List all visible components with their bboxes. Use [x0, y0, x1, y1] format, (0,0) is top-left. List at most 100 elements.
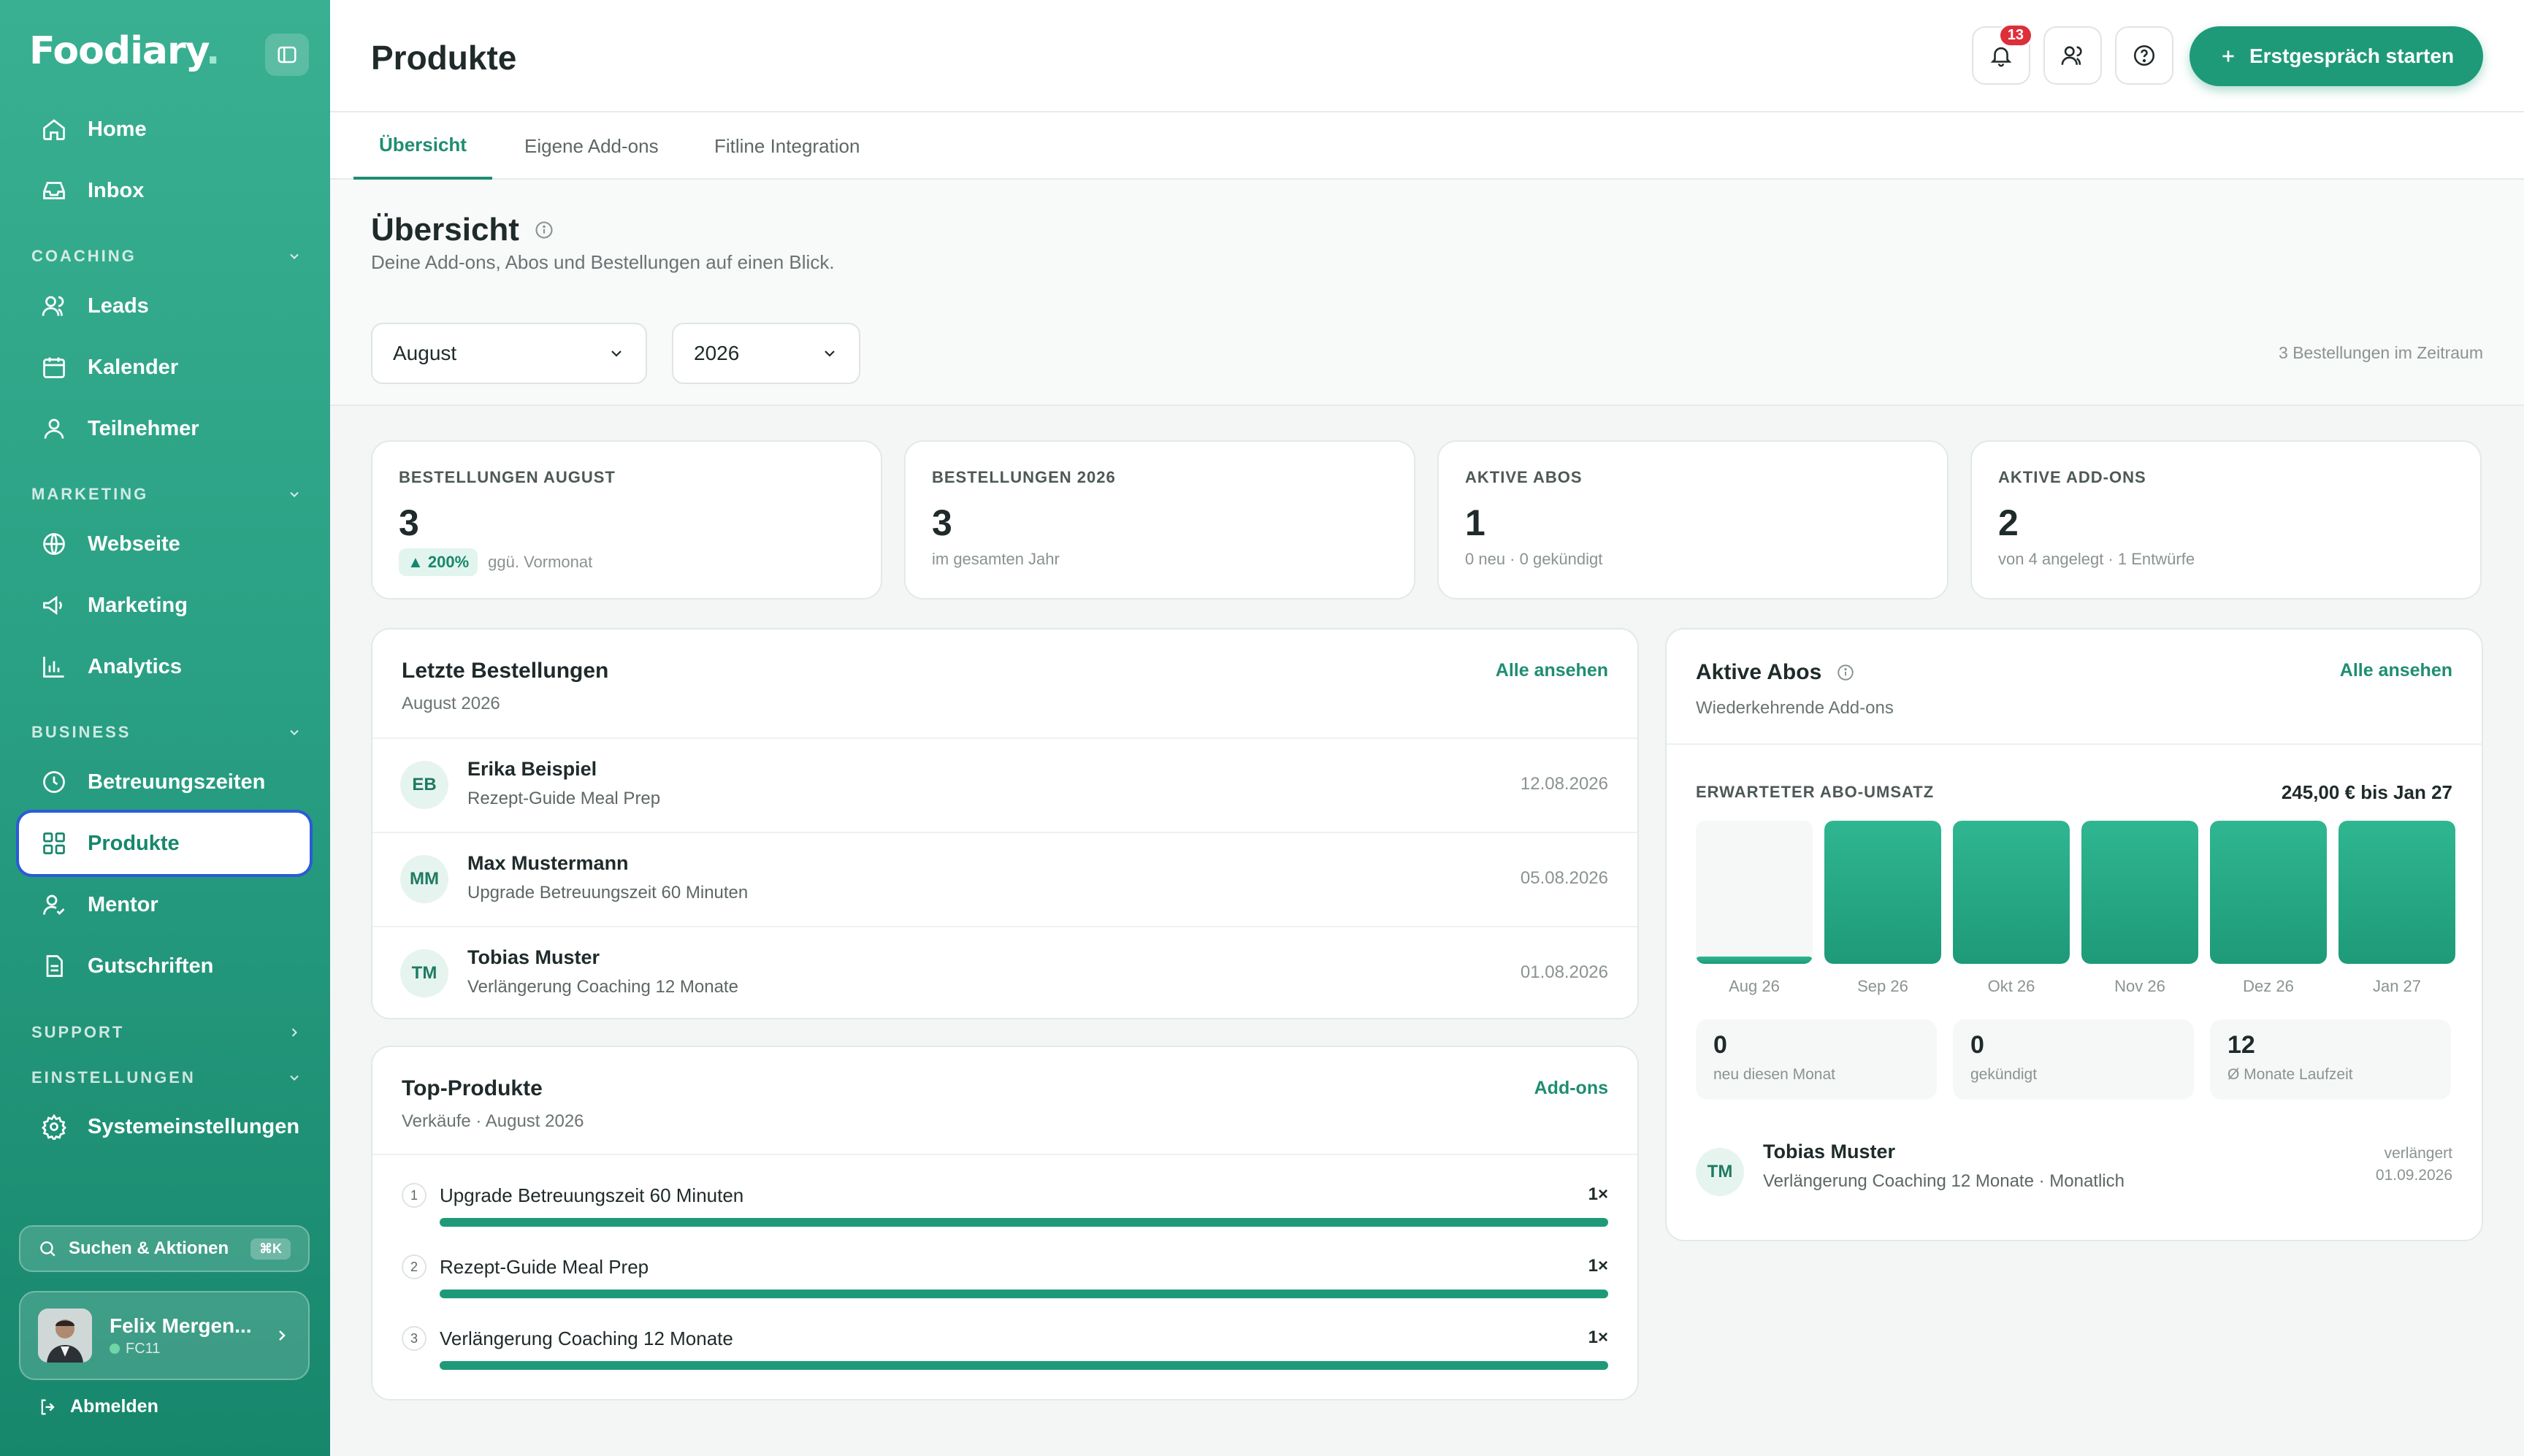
notification-badge: 13 [1997, 23, 2033, 47]
section-coaching[interactable]: COACHING [31, 245, 302, 267]
order-product: Rezept-Guide Meal Prep [467, 789, 661, 808]
month-select[interactable]: August [371, 323, 647, 384]
sidebar-item-label: Webseite [88, 532, 180, 556]
section-einstellungen[interactable]: EINSTELLUNGEN [31, 1067, 302, 1089]
sidebar-item-label: Betreuungszeiten [88, 770, 266, 794]
kpi-sub: ▲ 200% ggü. Vormonat [399, 548, 592, 576]
section-support[interactable]: SUPPORT [31, 1022, 302, 1043]
tab-eigene-add-ons[interactable]: Eigene Add-ons [524, 112, 659, 180]
section-business[interactable]: BUSINESS [31, 721, 302, 743]
logout-button[interactable]: Abmelden [38, 1396, 158, 1417]
list-item[interactable]: 3 Verlängerung Coaching 12 Monate 1× [402, 1326, 1608, 1392]
card-subtitle: Verkäufe · August 2026 [402, 1111, 584, 1131]
section-marketing[interactable]: MARKETING [31, 483, 302, 505]
order-product: Verlängerung Coaching 12 Monate [467, 977, 738, 997]
list-item[interactable]: 1 Upgrade Betreuungszeit 60 Minuten 1× [402, 1183, 1608, 1249]
sales-bar [440, 1361, 1608, 1370]
view-all-orders-link[interactable]: Alle ansehen [1495, 660, 1608, 681]
sales-bar-track [440, 1361, 1608, 1370]
notifications-button[interactable]: 13 [1972, 23, 2033, 85]
sidebar-item-kalender[interactable]: Kalender [19, 337, 310, 398]
kpi-sub-text: von 4 angelegt · 1 Entwürfe [1998, 550, 2195, 568]
sidebar-item-systemeinstellungen[interactable]: Systemeinstellungen [19, 1096, 310, 1157]
table-row[interactable]: MM Max Mustermann Upgrade Betreuungszeit… [372, 832, 1637, 925]
chevron-down-icon [611, 350, 622, 357]
orders-in-period-note: 3 Bestellungen im Zeitraum [2279, 343, 2483, 362]
sidebar-item-leads[interactable]: Leads [19, 275, 310, 337]
bar-track [1953, 821, 2070, 964]
section-label: BUSINESS [31, 723, 131, 741]
sidebar-toggle-icon [278, 46, 297, 64]
chevron-down-icon [290, 253, 299, 259]
app-logo[interactable]: Foodiary. [29, 29, 221, 73]
sidebar-item-mentor[interactable]: Mentor [19, 874, 310, 935]
sidebar-item-label: Gutschriften [88, 954, 214, 978]
kpi-label: AKTIVE ABOS [1465, 468, 1583, 486]
customer-name: Max Mustermann [467, 852, 629, 874]
bar [1696, 957, 1813, 964]
kpi-label: BESTELLUNGEN 2026 [932, 468, 1116, 486]
year-select[interactable]: 2026 [672, 323, 860, 384]
chevron-down-icon [290, 491, 299, 497]
sidebar-item-betreuungszeiten[interactable]: Betreuungszeiten [19, 751, 310, 813]
sidebar-item-webseite[interactable]: Webseite [19, 513, 310, 575]
order-date: 01.08.2026 [1520, 962, 1608, 982]
rank-badge: 1 [402, 1183, 427, 1208]
sidebar-item-produkte[interactable]: Produkte [19, 813, 310, 874]
order-date: 12.08.2026 [1520, 774, 1608, 794]
list-item[interactable]: 2 Rezept-Guide Meal Prep 1× [402, 1254, 1608, 1320]
addons-link[interactable]: Add-ons [1534, 1078, 1608, 1098]
overview-title: Übersicht [371, 212, 554, 248]
bell-icon [1990, 47, 2012, 67]
user-code: FC11 [126, 1340, 161, 1357]
chevron-down-icon [290, 1075, 299, 1081]
product-name: Verlängerung Coaching 12 Monate [440, 1327, 733, 1349]
tab-fitline-integration[interactable]: Fitline Integration [714, 112, 860, 180]
bar-track [2081, 821, 2198, 964]
view-all-abos-link[interactable]: Alle ansehen [2339, 660, 2452, 681]
sidebar-item-label: Home [88, 117, 147, 141]
stat-label: gekündigt [1970, 1066, 2038, 1083]
kpi-label: AKTIVE ADD-ONS [1998, 468, 2146, 486]
keyboard-shortcut-badge: ⌘K [251, 1238, 291, 1260]
cta-label: Erstgespräch starten [2249, 45, 2455, 67]
product-name: Upgrade Betreuungszeit 60 Minuten [440, 1184, 744, 1206]
card-subtitle: Wiederkehrende Add-ons [1696, 698, 1894, 718]
user-profile-card[interactable]: Felix Mergen... FC11 [19, 1291, 310, 1380]
help-icon [2133, 45, 2155, 66]
stat-label: Ø Monate Laufzeit [2227, 1066, 2353, 1083]
bar-track [2210, 821, 2327, 964]
subscriber-date: 01.09.2026 [2375, 1167, 2452, 1184]
sales-bar-track [440, 1290, 1608, 1298]
top-bar: Produkte 13 Erstgespräch starten [330, 0, 2524, 112]
user-icon [38, 413, 70, 445]
users-icon [38, 290, 70, 322]
kpi-card-active-abos: AKTIVE ABOS 1 0 neu · 0 gekündigt [1437, 440, 1949, 599]
sidebar-item-analytics[interactable]: Analytics [19, 636, 310, 697]
overview-subtitle: Deine Add-ons, Abos und Bestellungen auf… [371, 251, 835, 273]
team-button[interactable] [2043, 26, 2102, 85]
sidebar-item-teilnehmer[interactable]: Teilnehmer [19, 398, 310, 459]
start-consultation-button[interactable]: Erstgespräch starten [2190, 26, 2483, 86]
tab-uebersicht[interactable]: Übersicht [353, 112, 492, 180]
sidebar-item-gutschriften[interactable]: Gutschriften [19, 935, 310, 997]
info-icon[interactable] [534, 220, 554, 240]
sidebar-item-home[interactable]: Home [19, 99, 310, 160]
help-button[interactable] [2115, 26, 2173, 85]
table-row[interactable]: TM Tobias Muster Verlängerung Coaching 1… [372, 926, 1637, 1019]
kpi-value: 1 [1465, 502, 1485, 543]
search-actions-button[interactable]: Suchen & Aktionen ⌘K [19, 1225, 310, 1272]
table-row[interactable]: EB Erika Beispiel Rezept-Guide Meal Prep… [372, 737, 1637, 831]
stat-cancelled: 0 gekündigt [1953, 1019, 2194, 1100]
kpi-card-active-addons: AKTIVE ADD-ONS 2 von 4 angelegt · 1 Entw… [1970, 440, 2482, 599]
info-icon[interactable] [1836, 663, 1855, 682]
logo-text: Foodiary [29, 29, 207, 73]
kpi-label: BESTELLUNGEN AUGUST [399, 468, 616, 486]
sidebar-collapse-button[interactable] [265, 34, 309, 76]
logout-icon [41, 1399, 55, 1414]
customer-name: Tobias Muster [467, 946, 600, 968]
tab-label: Eigene Add-ons [524, 134, 659, 157]
subscriber-row[interactable]: TM Tobias Muster Verlängerung Coaching 1… [1667, 1126, 2482, 1219]
sidebar-item-inbox[interactable]: Inbox [19, 160, 310, 221]
sidebar-item-marketing[interactable]: Marketing [19, 575, 310, 636]
